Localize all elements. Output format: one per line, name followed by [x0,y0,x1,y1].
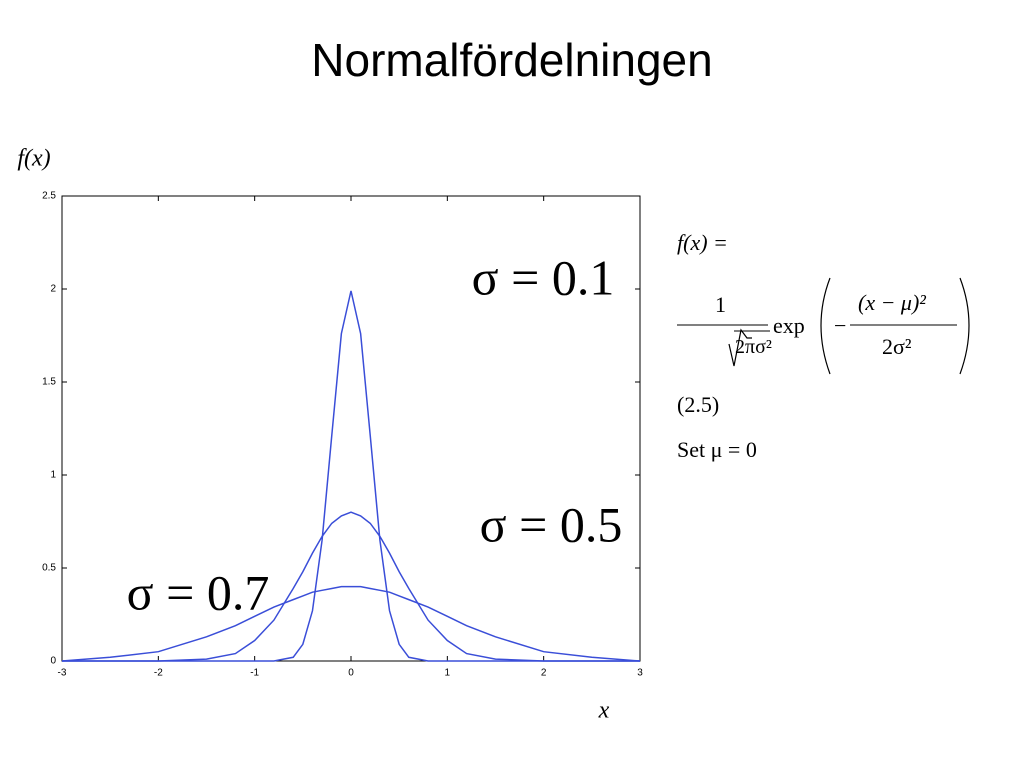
formula-radicand: 2πσ² [735,336,772,358]
sigma-annotation: σ = 0.5 [480,496,623,552]
x-tick-label: 0 [348,668,354,679]
formula-lhs: f(x) = [677,230,728,255]
equation-number: (2.5) [677,392,720,417]
sigma-annotation: σ = 0.7 [127,564,270,620]
y-tick-label: 1 [50,470,56,481]
x-tick-label: -2 [154,668,163,679]
x-tick-label: 1 [445,668,451,679]
x-tick-label: 2 [541,668,547,679]
x-tick-label: -3 [58,668,67,679]
x-axis-label: x [598,698,610,724]
y-axis-label: f(x) [17,146,50,172]
formula-inner-numerator: (x − μ)² [858,290,926,315]
x-tick-label: 3 [637,668,643,679]
right-paren [959,277,970,375]
formula-numerator: 1 [715,292,726,317]
y-tick-label: 0.5 [42,563,56,574]
formula-exp: exp [773,313,805,338]
x-tick-label: -1 [250,668,259,679]
radical-sign [728,328,752,367]
formula-minus: − [834,313,847,338]
curve [62,290,640,662]
sigma-annotation: σ = 0.1 [472,249,615,305]
y-tick-label: 0 [50,656,56,667]
curve [62,511,640,662]
y-tick-label: 2 [50,284,56,295]
formula-inner-denominator: 2σ² [882,334,912,359]
formula-note: Set μ = 0 [677,437,757,462]
slide-title: Normalfördelningen [311,34,712,86]
y-tick-label: 1.5 [42,377,56,388]
left-paren [820,277,831,375]
y-tick-label: 2.5 [42,191,56,202]
curve [61,585,641,662]
